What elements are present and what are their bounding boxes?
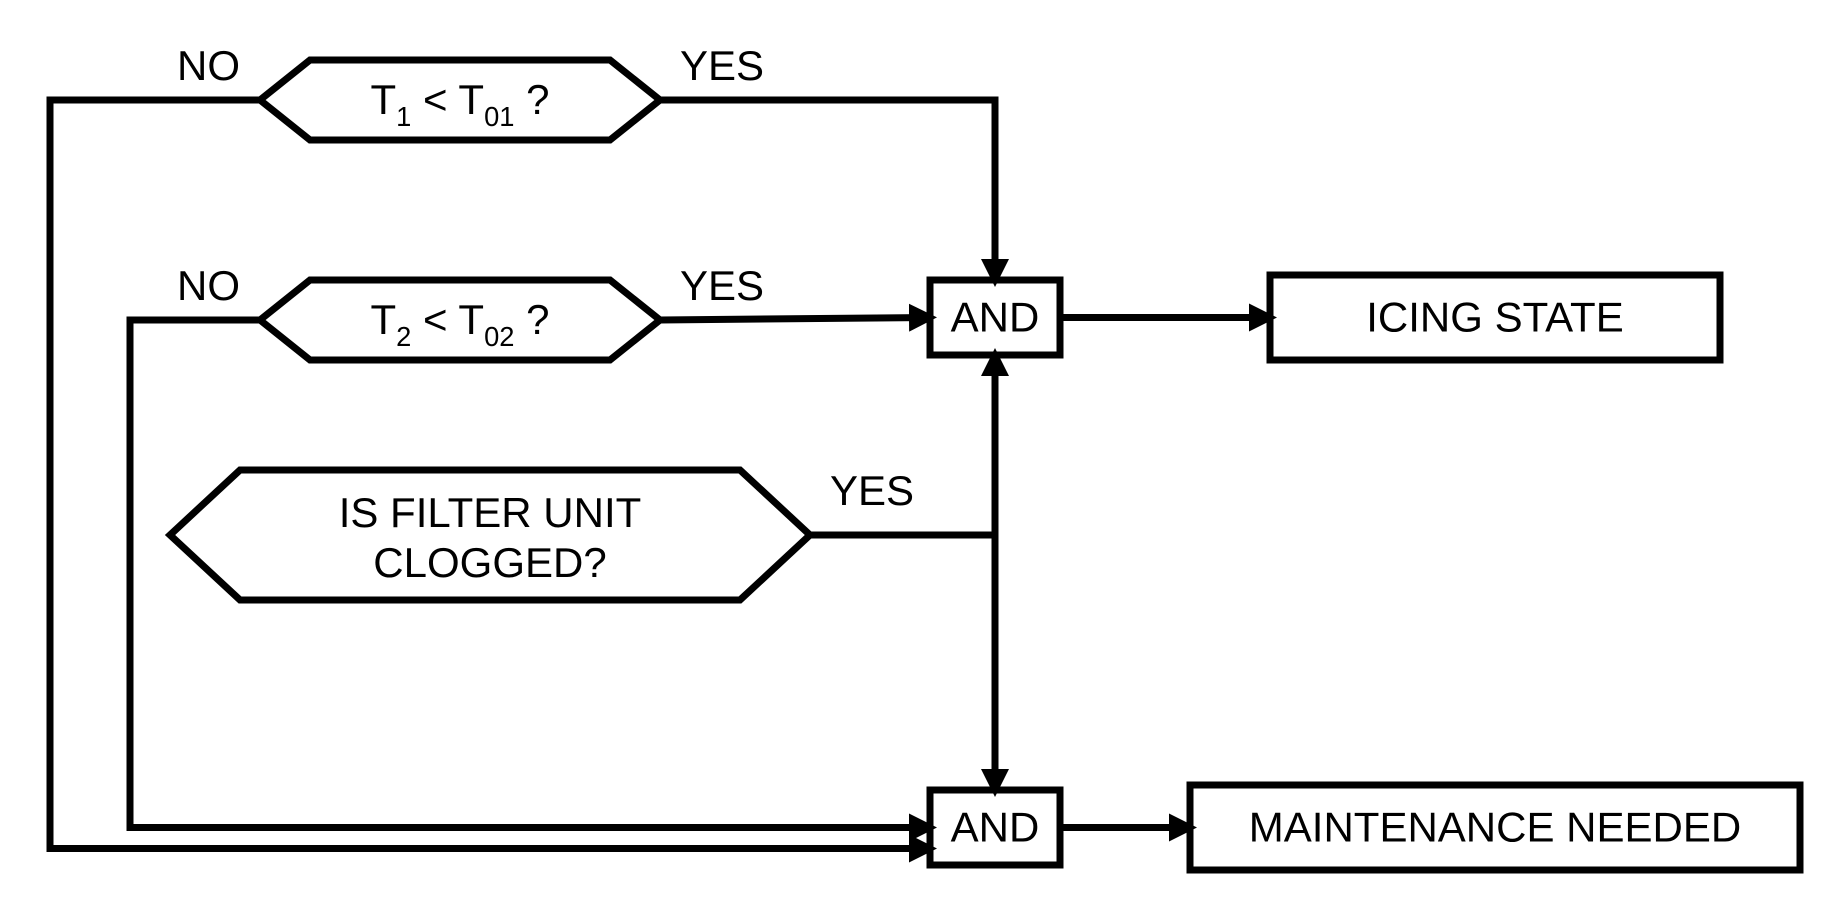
- flowchart-diagram: T1 < T01 ? T2 < T02 ? IS FILTER UNITCLOGGE…: [0, 0, 1847, 922]
- decision2-yes: YES: [680, 262, 764, 309]
- and1-label: AND: [951, 294, 1040, 341]
- decision3-line2: CLOGGED?: [373, 539, 606, 586]
- decision2-no: NO: [177, 262, 240, 309]
- result2-label: MAINTENANCE NEEDED: [1249, 804, 1741, 851]
- svg-text:T1 < T01 ?: T1 < T01 ?: [370, 76, 549, 132]
- decision1-yes: YES: [680, 42, 764, 89]
- svg-text:T2 < T02 ?: T2 < T02 ?: [370, 296, 549, 352]
- decision3-line1: IS FILTER UNIT: [339, 489, 642, 536]
- decision3-yes: YES: [830, 467, 914, 514]
- result1-label: ICING STATE: [1366, 294, 1623, 341]
- decision1-no: NO: [177, 42, 240, 89]
- and2-label: AND: [951, 804, 1040, 851]
